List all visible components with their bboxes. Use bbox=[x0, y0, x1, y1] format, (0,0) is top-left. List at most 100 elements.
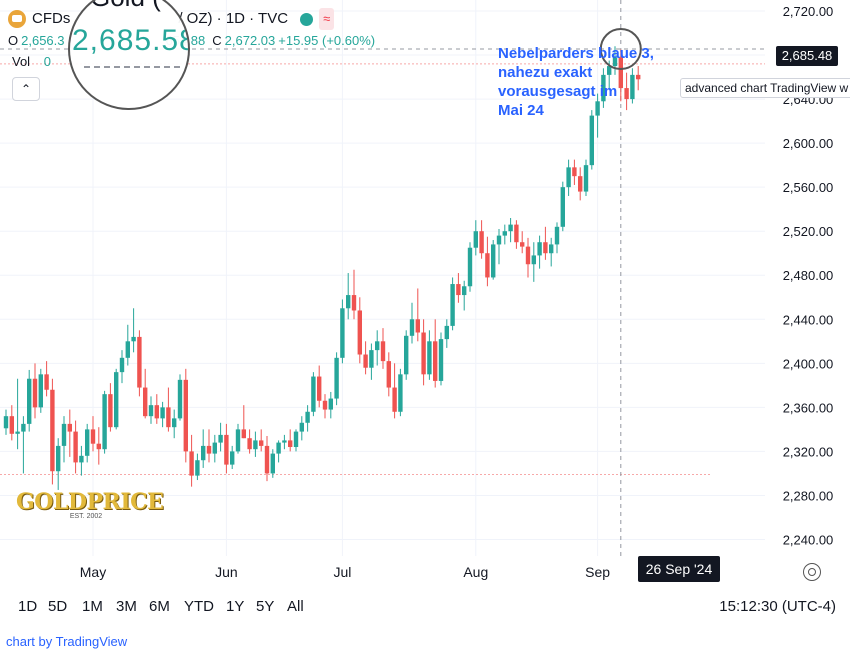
candle-body bbox=[276, 442, 281, 454]
candle-body bbox=[491, 244, 496, 278]
range-ytd-button[interactable]: YTD bbox=[184, 598, 214, 615]
candle-body bbox=[143, 387, 148, 417]
candle-body bbox=[73, 431, 78, 463]
range-1y-button[interactable]: 1Y bbox=[226, 598, 245, 615]
candle-body bbox=[624, 88, 629, 100]
candle-body bbox=[537, 242, 542, 256]
candle-body bbox=[108, 394, 113, 428]
candle-body bbox=[554, 226, 560, 245]
attribution-brand[interactable]: TradingView bbox=[55, 634, 128, 649]
candle-body bbox=[9, 416, 14, 434]
attribution[interactable]: chart by TradingView bbox=[6, 634, 127, 649]
volume-value: 0 bbox=[43, 54, 51, 69]
candle-body bbox=[380, 341, 386, 362]
candle-body bbox=[560, 187, 565, 227]
y-tick-label: 2,600.00 bbox=[783, 136, 834, 151]
candle-body bbox=[607, 66, 612, 75]
chart-svg: 2,240.00 2,280.00 2,320.00 2,360.00 2,400.00… bbox=[0, 0, 834, 580]
candle-body bbox=[206, 445, 212, 454]
annotation-line: Mai 24 bbox=[498, 102, 544, 119]
candle-body bbox=[386, 361, 391, 388]
symbol-logo-icon bbox=[8, 10, 26, 28]
range-6m-button[interactable]: 6M bbox=[149, 598, 170, 615]
chart-settings-icon[interactable] bbox=[803, 563, 821, 581]
candle-body bbox=[328, 398, 333, 410]
candle-body bbox=[154, 405, 159, 419]
candle-body bbox=[235, 429, 241, 452]
y-tick-label: 2,520.00 bbox=[783, 224, 834, 239]
candle-body bbox=[259, 440, 264, 446]
range-5d-button[interactable]: 5D bbox=[48, 598, 68, 615]
y-tick-label: 2,440.00 bbox=[783, 312, 834, 327]
candle-body bbox=[67, 423, 72, 432]
candle-body bbox=[85, 429, 90, 456]
candle-body bbox=[102, 394, 107, 450]
range-3m-button[interactable]: 3M bbox=[116, 598, 137, 615]
range-1d-button[interactable]: 1D bbox=[18, 598, 38, 615]
candle-body bbox=[363, 354, 368, 368]
close-label: C bbox=[212, 33, 222, 48]
collapse-legend-button[interactable]: ⌃ bbox=[12, 77, 40, 101]
candle-body bbox=[253, 440, 258, 450]
candle-body bbox=[496, 235, 502, 245]
candle-body bbox=[531, 255, 536, 265]
candle-body bbox=[160, 407, 165, 419]
volume-label: Vol bbox=[12, 54, 31, 69]
candle-body bbox=[125, 341, 130, 358]
x-tick-label: Jun bbox=[215, 564, 238, 580]
candle-body bbox=[119, 357, 125, 373]
candle-body bbox=[334, 357, 339, 399]
candle-body bbox=[346, 295, 351, 309]
candle-body bbox=[438, 339, 444, 381]
candle-body bbox=[369, 350, 374, 368]
range-5y-button[interactable]: 5Y bbox=[256, 598, 275, 615]
candle-body bbox=[473, 231, 478, 248]
candle-body bbox=[61, 423, 67, 446]
x-tick-label: May bbox=[80, 564, 106, 580]
candle-body bbox=[415, 319, 420, 333]
symbol-name[interactable]: CFDs bbox=[32, 10, 71, 27]
candle-body bbox=[183, 379, 188, 452]
candle-body bbox=[351, 295, 357, 311]
candle-body bbox=[230, 451, 235, 465]
range-1m-button[interactable]: 1M bbox=[82, 598, 103, 615]
y-tick-label: 2,400.00 bbox=[783, 356, 834, 371]
wave-icon[interactable]: ≈ bbox=[319, 8, 335, 30]
magnifier-callout: Gold ( 2,685.58 bbox=[68, 0, 190, 110]
close-value: 2,672.03 bbox=[224, 33, 276, 48]
candle-body bbox=[322, 400, 328, 410]
candle-body bbox=[433, 341, 438, 381]
y-tick-label: 2,360.00 bbox=[783, 400, 834, 415]
candle-body bbox=[56, 445, 61, 472]
clock-timezone[interactable]: 15:12:30 (UTC-4) bbox=[719, 598, 836, 615]
visibility-icon[interactable] bbox=[300, 12, 314, 26]
candle-body bbox=[409, 319, 415, 336]
candle-body bbox=[404, 335, 409, 375]
change-value: +15.95 (+0.60%) bbox=[278, 33, 376, 48]
candle-body bbox=[456, 284, 461, 296]
candle-body bbox=[340, 308, 345, 358]
candle-body bbox=[137, 336, 142, 388]
candle-body bbox=[264, 445, 270, 474]
crosshair-price-label: 2,685.48 bbox=[776, 46, 838, 66]
price-chart[interactable]: 2,240.00 2,280.00 2,320.00 2,360.00 2,400.00… bbox=[0, 0, 850, 590]
magnified-dash-line bbox=[84, 66, 180, 68]
y-tick-label: 2,240.00 bbox=[783, 532, 834, 547]
candle-body bbox=[612, 57, 618, 67]
candle-body bbox=[467, 247, 473, 287]
candle-body bbox=[288, 440, 293, 448]
candle-body bbox=[427, 341, 432, 375]
candle-body bbox=[148, 405, 154, 417]
annotation-line: Nebelparders blaue 3, bbox=[498, 45, 654, 62]
candle-body bbox=[38, 374, 43, 408]
range-all-button[interactable]: All bbox=[287, 598, 304, 615]
candle-body bbox=[311, 376, 316, 412]
open-value: 2,656.3 bbox=[21, 33, 65, 48]
open-label: O bbox=[8, 33, 19, 48]
y-tick-label: 2,720.00 bbox=[783, 4, 834, 19]
candle-body bbox=[90, 429, 96, 444]
x-tick-label: Aug bbox=[463, 564, 488, 580]
candle-body bbox=[96, 443, 101, 450]
volume-legend: Vol 0 bbox=[12, 54, 51, 69]
candle-body bbox=[572, 167, 577, 177]
